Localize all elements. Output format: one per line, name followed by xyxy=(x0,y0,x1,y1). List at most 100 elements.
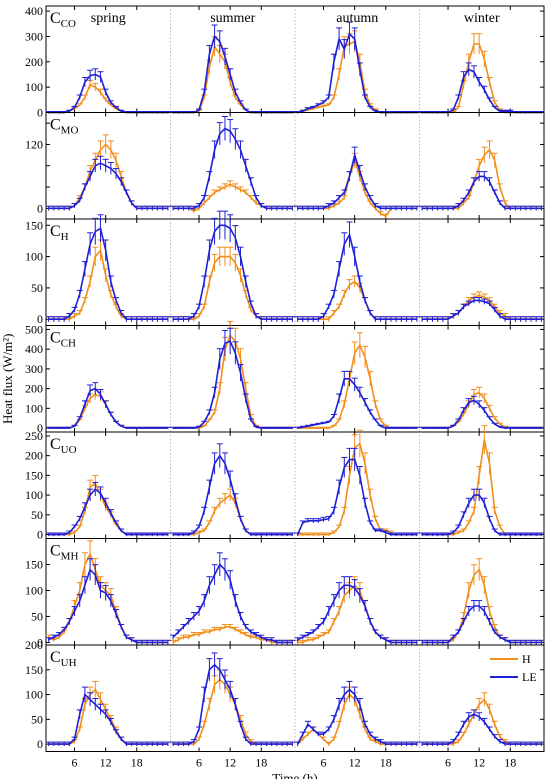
series-line-le xyxy=(297,32,417,114)
x-tick-label: 18 xyxy=(380,756,392,770)
panel-ch: 0 100 200 300 400 500 CCH xyxy=(25,320,545,435)
season-title-winter: winter xyxy=(464,11,500,26)
y-tick-label: 50 xyxy=(31,712,43,726)
panel-label: CUH xyxy=(50,649,77,669)
series-line-le xyxy=(422,713,542,745)
series-line-le xyxy=(296,458,417,536)
series-line-le xyxy=(173,127,293,210)
series-line-le xyxy=(173,663,293,745)
y-tick-label: 0 xyxy=(37,528,43,542)
series-line-h xyxy=(422,43,542,114)
season-title-summer: summer xyxy=(210,11,255,26)
series-line-le xyxy=(297,377,417,429)
series-line-le xyxy=(297,152,417,210)
panel-label-sub: MH xyxy=(61,551,79,563)
panel-label-sub: CO xyxy=(61,18,76,30)
legend-label-le: LE xyxy=(522,670,537,684)
series-line-le xyxy=(422,175,542,210)
series-line-h xyxy=(422,439,542,536)
y-tick-label: 150 xyxy=(25,468,43,482)
y-tick-label: 0 xyxy=(37,201,43,215)
series-line-h xyxy=(173,255,293,321)
x-tick-label: 6 xyxy=(196,756,202,770)
series-line-h xyxy=(297,693,417,746)
x-axis-title: Time (h) xyxy=(272,771,317,779)
panel-label-sub: MO xyxy=(61,125,79,137)
y-tick-label: 0 xyxy=(37,737,43,751)
y-tick-label: 150 xyxy=(25,218,43,232)
y-tick-label: 300 xyxy=(25,362,43,376)
series-line-le xyxy=(173,224,293,321)
series-line-h xyxy=(48,248,168,321)
y-tick-label: 0 xyxy=(37,106,43,120)
series-line-le xyxy=(422,399,542,429)
panel-h: 0 50 100 150 CH xyxy=(25,210,545,326)
series-line-h xyxy=(173,44,293,114)
series-line-h xyxy=(297,343,417,429)
panel-label-sub: H xyxy=(61,231,69,243)
panel-label: CMH xyxy=(50,543,78,563)
y-tick-label: 400 xyxy=(25,342,43,356)
y-tick-label: 500 xyxy=(25,322,43,336)
series-line-le xyxy=(173,34,293,114)
panel-label: CCO xyxy=(50,10,76,30)
y-tick-label: 50 xyxy=(31,281,43,295)
y-tick-label: 150 xyxy=(25,557,43,571)
panel-mh: 0 50 100 150 CMH xyxy=(25,538,545,649)
series-line-h xyxy=(422,698,542,745)
series-line-le xyxy=(48,692,168,745)
panel-label-sub: UH xyxy=(61,657,77,669)
x-tick-label: 6 xyxy=(72,756,78,770)
series-line-h xyxy=(173,493,293,536)
series-line-h xyxy=(422,568,542,644)
series-line-le xyxy=(296,688,417,745)
series-line-le xyxy=(48,568,168,644)
y-tick-label: 0 xyxy=(37,312,43,326)
panel-uo: 0 50 100 150 200 250 CUO xyxy=(25,425,545,542)
x-tick-label: 18 xyxy=(255,756,267,770)
panel-label-sub: CH xyxy=(61,338,76,350)
season-title-spring: spring xyxy=(91,11,126,26)
x-tick-label: 6 xyxy=(445,756,451,770)
y-tick-label: 50 xyxy=(31,609,43,623)
series-line-le xyxy=(297,232,417,321)
x-tick-label: 18 xyxy=(131,756,143,770)
series-line-h xyxy=(48,143,168,210)
series-line-le xyxy=(48,387,168,429)
series-line-le xyxy=(297,584,417,644)
series-line-le xyxy=(422,605,542,644)
y-tick-label: 120 xyxy=(25,137,43,151)
panel-label: CCH xyxy=(50,330,76,350)
y-tick-label: 200 xyxy=(25,449,43,463)
y-tick-label: 100 xyxy=(25,250,43,264)
panel-label: CUO xyxy=(50,436,77,456)
series-line-h xyxy=(297,584,417,644)
series-line-le xyxy=(48,162,168,210)
series-line-h xyxy=(422,391,542,429)
y-tick-label: 100 xyxy=(25,401,43,415)
x-tick-label: 6 xyxy=(321,756,327,770)
x-tick-label: 18 xyxy=(504,756,516,770)
series-line-h xyxy=(173,333,293,429)
y-tick-label: 150 xyxy=(25,663,43,677)
panel-label: CH xyxy=(50,223,69,243)
series-line-le xyxy=(48,227,168,321)
y-tick-label: 400 xyxy=(25,4,43,18)
series-line-le xyxy=(422,299,542,321)
panel-co: 0 100 200 300 400 CCO spring summer autumn winter xyxy=(25,4,545,120)
y-tick-label: 200 xyxy=(25,638,43,652)
season-title-autumn: autumn xyxy=(336,11,378,26)
series-line-le xyxy=(422,68,542,114)
y-tick-label: 0 xyxy=(37,421,43,435)
series-line-le xyxy=(173,340,293,429)
y-tick-label: 250 xyxy=(25,429,43,443)
series-line-h xyxy=(297,280,417,321)
series-line-le xyxy=(172,563,293,644)
series-line-le xyxy=(48,488,168,536)
y-tick-label: 300 xyxy=(25,29,43,43)
y-tick-label: 100 xyxy=(25,488,43,502)
x-tick-label: 12 xyxy=(473,756,485,770)
y-tick-label: 0 xyxy=(37,635,43,649)
panel-label-sub: UO xyxy=(61,444,77,456)
